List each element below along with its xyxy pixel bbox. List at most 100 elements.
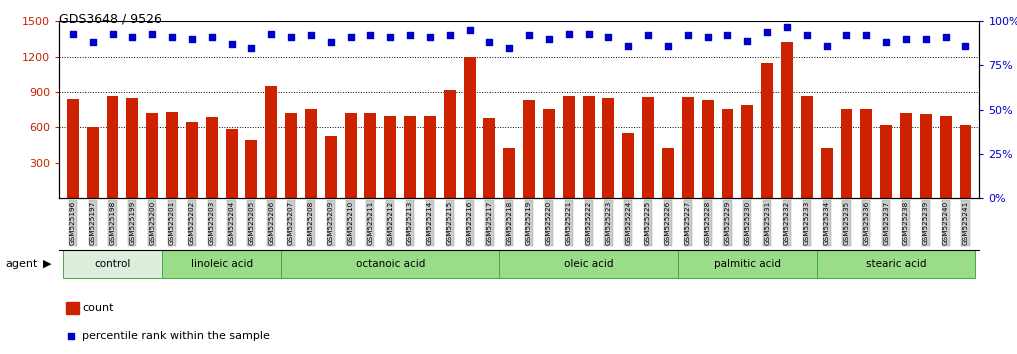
FancyBboxPatch shape [499,250,678,278]
Point [224,41,240,47]
Point [838,33,854,38]
Bar [424,116,436,198]
Text: GSM525208: GSM525208 [308,201,314,245]
Text: GSM525203: GSM525203 [208,201,215,245]
Bar [702,100,714,198]
Bar [940,116,952,198]
Text: GSM525234: GSM525234 [824,201,830,245]
Point [362,33,378,38]
Point [243,45,259,51]
Point [858,33,875,38]
Bar [622,133,635,198]
Text: count: count [82,303,114,313]
Point [501,45,518,51]
Bar [860,109,873,198]
Point [957,43,973,49]
Point [739,38,756,44]
Bar [821,148,833,198]
Point [759,29,775,35]
Bar [800,96,813,198]
Text: GSM525239: GSM525239 [922,201,929,245]
Bar [186,121,198,198]
Text: GSM525237: GSM525237 [883,201,889,245]
Bar [226,129,238,198]
Bar [880,125,892,198]
Point [441,33,458,38]
Point [700,34,716,40]
Bar [543,109,555,198]
Bar [245,141,257,198]
Point [322,40,339,45]
Bar [662,148,674,198]
Bar [761,63,773,198]
Text: GSM525222: GSM525222 [586,201,592,245]
Bar [681,97,694,198]
Text: GSM525198: GSM525198 [110,201,116,245]
Point [819,43,835,49]
Text: GSM525238: GSM525238 [903,201,909,245]
Text: GSM525210: GSM525210 [348,201,354,245]
Bar [146,113,159,198]
Point [382,34,399,40]
Bar [205,117,218,198]
Text: GSM525197: GSM525197 [89,201,96,245]
Point [481,40,497,45]
Text: GSM525199: GSM525199 [129,201,135,245]
Text: GSM525220: GSM525220 [546,201,552,245]
Text: GSM525221: GSM525221 [565,201,572,245]
Point [184,36,200,42]
Bar [781,42,793,198]
Bar [285,113,297,198]
Bar [483,118,495,198]
Point [878,40,894,45]
Point [679,33,696,38]
Text: GSM525211: GSM525211 [367,201,373,245]
Point [640,33,656,38]
Bar [583,96,595,198]
Text: GSM525196: GSM525196 [70,201,76,245]
Bar [959,125,971,198]
Text: GSM525217: GSM525217 [486,201,492,245]
Point [65,31,81,36]
Bar [324,136,337,198]
Text: oleic acid: oleic acid [563,259,613,269]
Text: GSM525218: GSM525218 [506,201,513,245]
Bar [364,113,376,198]
Bar [345,113,357,198]
Bar [384,116,397,198]
Point [462,27,478,33]
Bar [503,148,516,198]
Text: GSM525225: GSM525225 [645,201,651,245]
Text: GSM525228: GSM525228 [705,201,711,245]
Bar [919,114,932,198]
Text: percentile rank within the sample: percentile rank within the sample [82,331,271,341]
Point [898,36,914,42]
Bar [443,90,456,198]
Text: control: control [95,259,131,269]
Text: GSM525240: GSM525240 [943,201,949,245]
Text: GSM525224: GSM525224 [625,201,632,245]
Point [938,34,954,40]
Text: GSM525231: GSM525231 [764,201,770,245]
Text: GSM525204: GSM525204 [229,201,235,245]
FancyBboxPatch shape [162,250,281,278]
Point [779,24,795,29]
Text: GSM525232: GSM525232 [784,201,790,245]
Point [660,43,676,49]
Text: linoleic acid: linoleic acid [190,259,252,269]
Bar [562,96,575,198]
Bar [305,109,317,198]
Text: GSM525200: GSM525200 [149,201,156,245]
Text: GSM525230: GSM525230 [744,201,751,245]
Point [719,33,735,38]
Point [620,43,637,49]
Text: GSM525227: GSM525227 [684,201,691,245]
Bar [67,99,79,198]
Text: agent: agent [5,259,38,269]
Text: GSM525223: GSM525223 [605,201,611,245]
Text: palmitic acid: palmitic acid [714,259,781,269]
Point [263,31,280,36]
Point [84,40,101,45]
Text: GSM525214: GSM525214 [427,201,433,245]
Point [105,31,121,36]
